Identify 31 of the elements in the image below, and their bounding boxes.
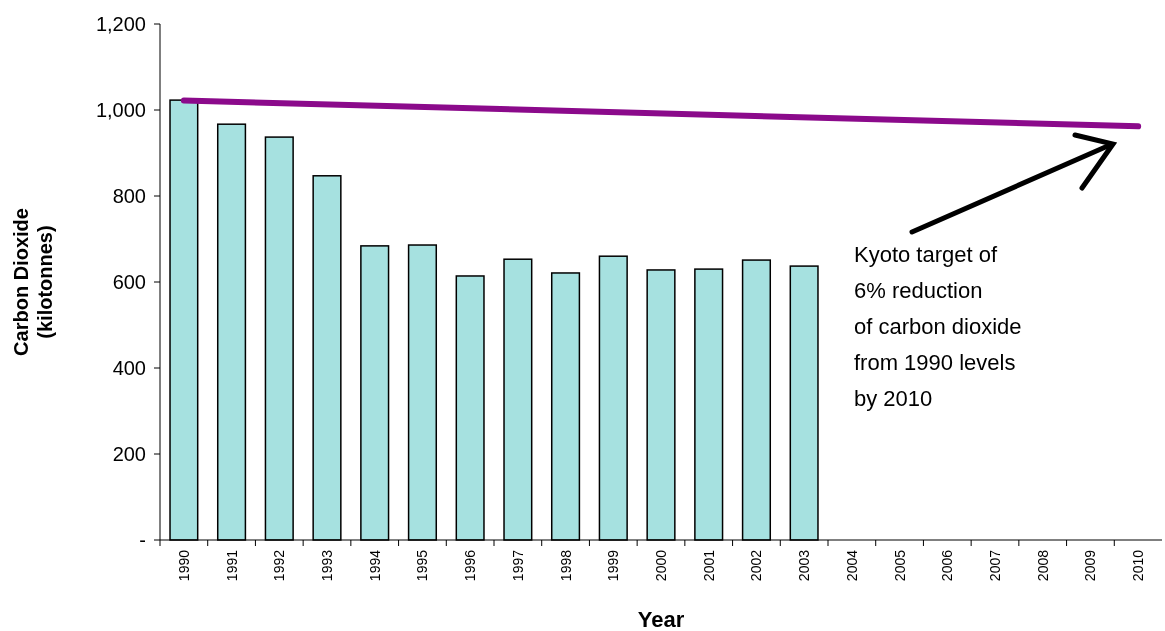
x-tick-label: 1998 bbox=[557, 549, 574, 582]
x-tick-label: 2003 bbox=[796, 549, 813, 582]
x-tick-label: 1992 bbox=[271, 549, 288, 582]
x-tick-label: 1999 bbox=[605, 549, 622, 582]
x-tick-label: 1991 bbox=[223, 549, 240, 582]
y-axis-title: Carbon Dioxide (kilotonnes) bbox=[10, 208, 56, 356]
x-tick-label: 1996 bbox=[462, 549, 479, 582]
x-tick-label: 2008 bbox=[1034, 549, 1051, 582]
x-tick-label: 2005 bbox=[891, 549, 908, 582]
x-tick-label: 1997 bbox=[509, 549, 526, 582]
y-tick-label: 400 bbox=[112, 357, 146, 379]
x-tick-label: 1990 bbox=[175, 549, 192, 582]
x-tick-label: 1993 bbox=[319, 549, 335, 582]
y-tick-label: - bbox=[139, 529, 146, 551]
x-tick-label: 2000 bbox=[653, 549, 669, 582]
y-tick-label: 1,000 bbox=[95, 99, 146, 121]
x-tick-label: 2004 bbox=[843, 549, 860, 582]
x-tick-label: 1995 bbox=[414, 549, 431, 582]
x-tick-label: 2009 bbox=[1082, 549, 1099, 582]
y-tick-label: 600 bbox=[112, 271, 146, 293]
y-tick-label: 1,200 bbox=[95, 13, 146, 35]
x-tick-label: 2010 bbox=[1130, 549, 1147, 582]
x-tick-label: 1994 bbox=[366, 549, 383, 582]
annotation: Kyoto target of 6% reduction of carbon dioxide from 1990 levels by 2010 bbox=[854, 242, 1022, 411]
x-tick-label: 2007 bbox=[987, 549, 1003, 582]
y-tick-label: 200 bbox=[112, 443, 146, 465]
x-tick-label: 2001 bbox=[700, 549, 717, 582]
y-tick-label: 800 bbox=[112, 185, 146, 207]
x-axis-title: Year bbox=[637, 607, 685, 631]
x-tick-label: 2002 bbox=[748, 549, 765, 582]
x-tick-label: 2006 bbox=[939, 549, 956, 582]
